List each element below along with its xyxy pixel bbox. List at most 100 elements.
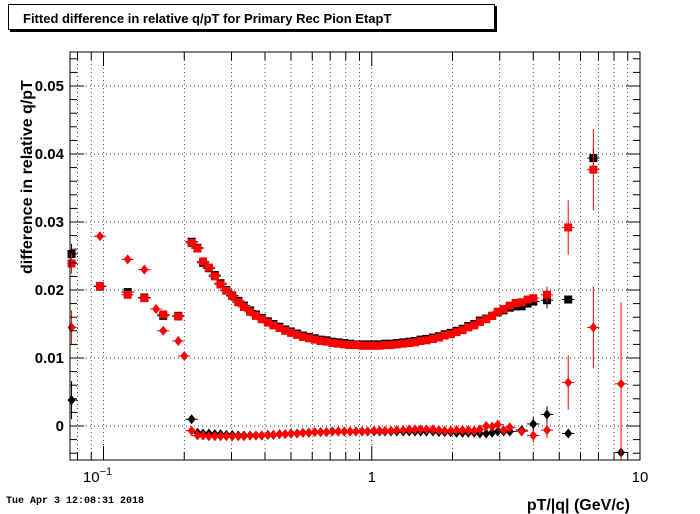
- timestamp: Tue Apr 3 12:08:31 2018: [6, 496, 145, 507]
- square-marker: [375, 341, 384, 350]
- square-marker: [363, 341, 372, 350]
- diamond-marker: [422, 424, 431, 435]
- square-marker: [351, 341, 360, 350]
- diamond-marker: [187, 425, 196, 436]
- square-marker: [452, 328, 461, 337]
- chart-title: Fitted difference in relative q/pT for P…: [23, 11, 392, 26]
- x-axis-label: pT/|q| (GeV/c): [527, 497, 630, 514]
- y-tick-label: 0: [56, 418, 64, 435]
- square-marker: [499, 305, 508, 314]
- diamond-marker: [493, 419, 502, 430]
- square-marker: [464, 323, 473, 332]
- square-marker: [529, 294, 538, 303]
- square-marker: [411, 338, 420, 347]
- square-marker: [434, 333, 443, 342]
- square-marker: [523, 299, 532, 308]
- diamond-marker: [542, 425, 551, 436]
- diamond-marker: [293, 428, 302, 439]
- square-marker: [240, 303, 249, 311]
- data-markers: [67, 128, 628, 460]
- square-marker: [204, 263, 213, 272]
- diamond-marker: [589, 322, 598, 333]
- diamond-marker: [187, 414, 196, 425]
- square-marker: [493, 307, 502, 316]
- square-marker: [446, 330, 455, 339]
- square-marker: [193, 244, 202, 253]
- x-tick-label: 1: [368, 469, 376, 486]
- square-marker: [199, 257, 208, 266]
- square-marker: [322, 337, 331, 346]
- square-marker: [316, 337, 325, 345]
- diamond-marker: [387, 425, 396, 436]
- square-marker: [399, 339, 408, 348]
- x-tick-label: 10−1: [83, 466, 112, 486]
- square-marker: [159, 310, 168, 319]
- diamond-marker: [174, 336, 183, 346]
- diamond-marker: [269, 429, 278, 440]
- square-marker: [392, 340, 401, 349]
- diamond-marker: [257, 430, 266, 441]
- square-marker: [210, 272, 219, 281]
- diamond-marker: [180, 350, 189, 361]
- square-marker: [275, 324, 284, 333]
- diamond-marker: [199, 430, 208, 441]
- square-marker: [287, 328, 296, 337]
- square-marker: [482, 315, 491, 324]
- square-marker: [310, 335, 319, 344]
- diamond-marker: [446, 425, 455, 436]
- square-marker: [140, 294, 149, 303]
- square-marker: [257, 315, 266, 324]
- diamond-marker: [392, 425, 401, 436]
- diamond-marker: [304, 427, 313, 438]
- diamond-marker: [564, 428, 573, 439]
- square-marker: [523, 295, 532, 304]
- diamond-marker: [159, 325, 168, 336]
- diamond-marker: [434, 425, 443, 436]
- square-marker: [511, 298, 520, 307]
- diamond-marker: [617, 378, 626, 389]
- square-marker: [174, 312, 183, 321]
- diamond-marker: [428, 424, 437, 435]
- diamond-marker: [95, 231, 104, 242]
- diamond-marker: [281, 429, 290, 440]
- square-marker: [405, 339, 414, 348]
- square-marker: [228, 292, 237, 301]
- axis-ticks: [70, 52, 641, 460]
- square-marker: [216, 280, 225, 289]
- y-tick-label: 0.05: [35, 78, 64, 95]
- square-marker: [269, 321, 278, 330]
- square-marker: [440, 331, 449, 340]
- square-marker: [298, 332, 307, 341]
- diamond-marker: [529, 430, 538, 441]
- diamond-marker: [488, 427, 497, 438]
- square-marker: [328, 339, 337, 348]
- square-marker: [470, 321, 479, 330]
- plot-frame: [69, 51, 641, 461]
- square-marker: [222, 286, 231, 295]
- diamond-marker: [564, 377, 573, 388]
- square-marker: [564, 295, 573, 304]
- diamond-marker: [505, 422, 514, 433]
- diamond-marker: [67, 395, 76, 406]
- diamond-marker: [363, 426, 372, 437]
- y-axis-label: difference in relative q/pT: [19, 80, 36, 274]
- diamond-marker: [152, 304, 161, 315]
- square-marker: [422, 336, 431, 345]
- grid-lines: [70, 52, 640, 460]
- diamond-marker: [470, 425, 479, 436]
- square-marker: [234, 298, 243, 307]
- diamond-marker: [482, 428, 491, 439]
- square-marker: [488, 311, 497, 320]
- square-marker: [542, 290, 551, 299]
- y-tick-label: 0.01: [35, 350, 64, 367]
- diamond-marker: [240, 431, 249, 442]
- diamond-marker: [140, 264, 149, 275]
- x-tick-label: 10: [632, 469, 649, 486]
- diamond-marker: [529, 418, 538, 429]
- diamond-marker: [517, 426, 526, 437]
- square-marker: [589, 165, 598, 174]
- chart-title-box: Fitted difference in relative q/pT for P…: [8, 4, 495, 30]
- diamond-marker: [499, 425, 508, 436]
- square-marker: [416, 337, 425, 345]
